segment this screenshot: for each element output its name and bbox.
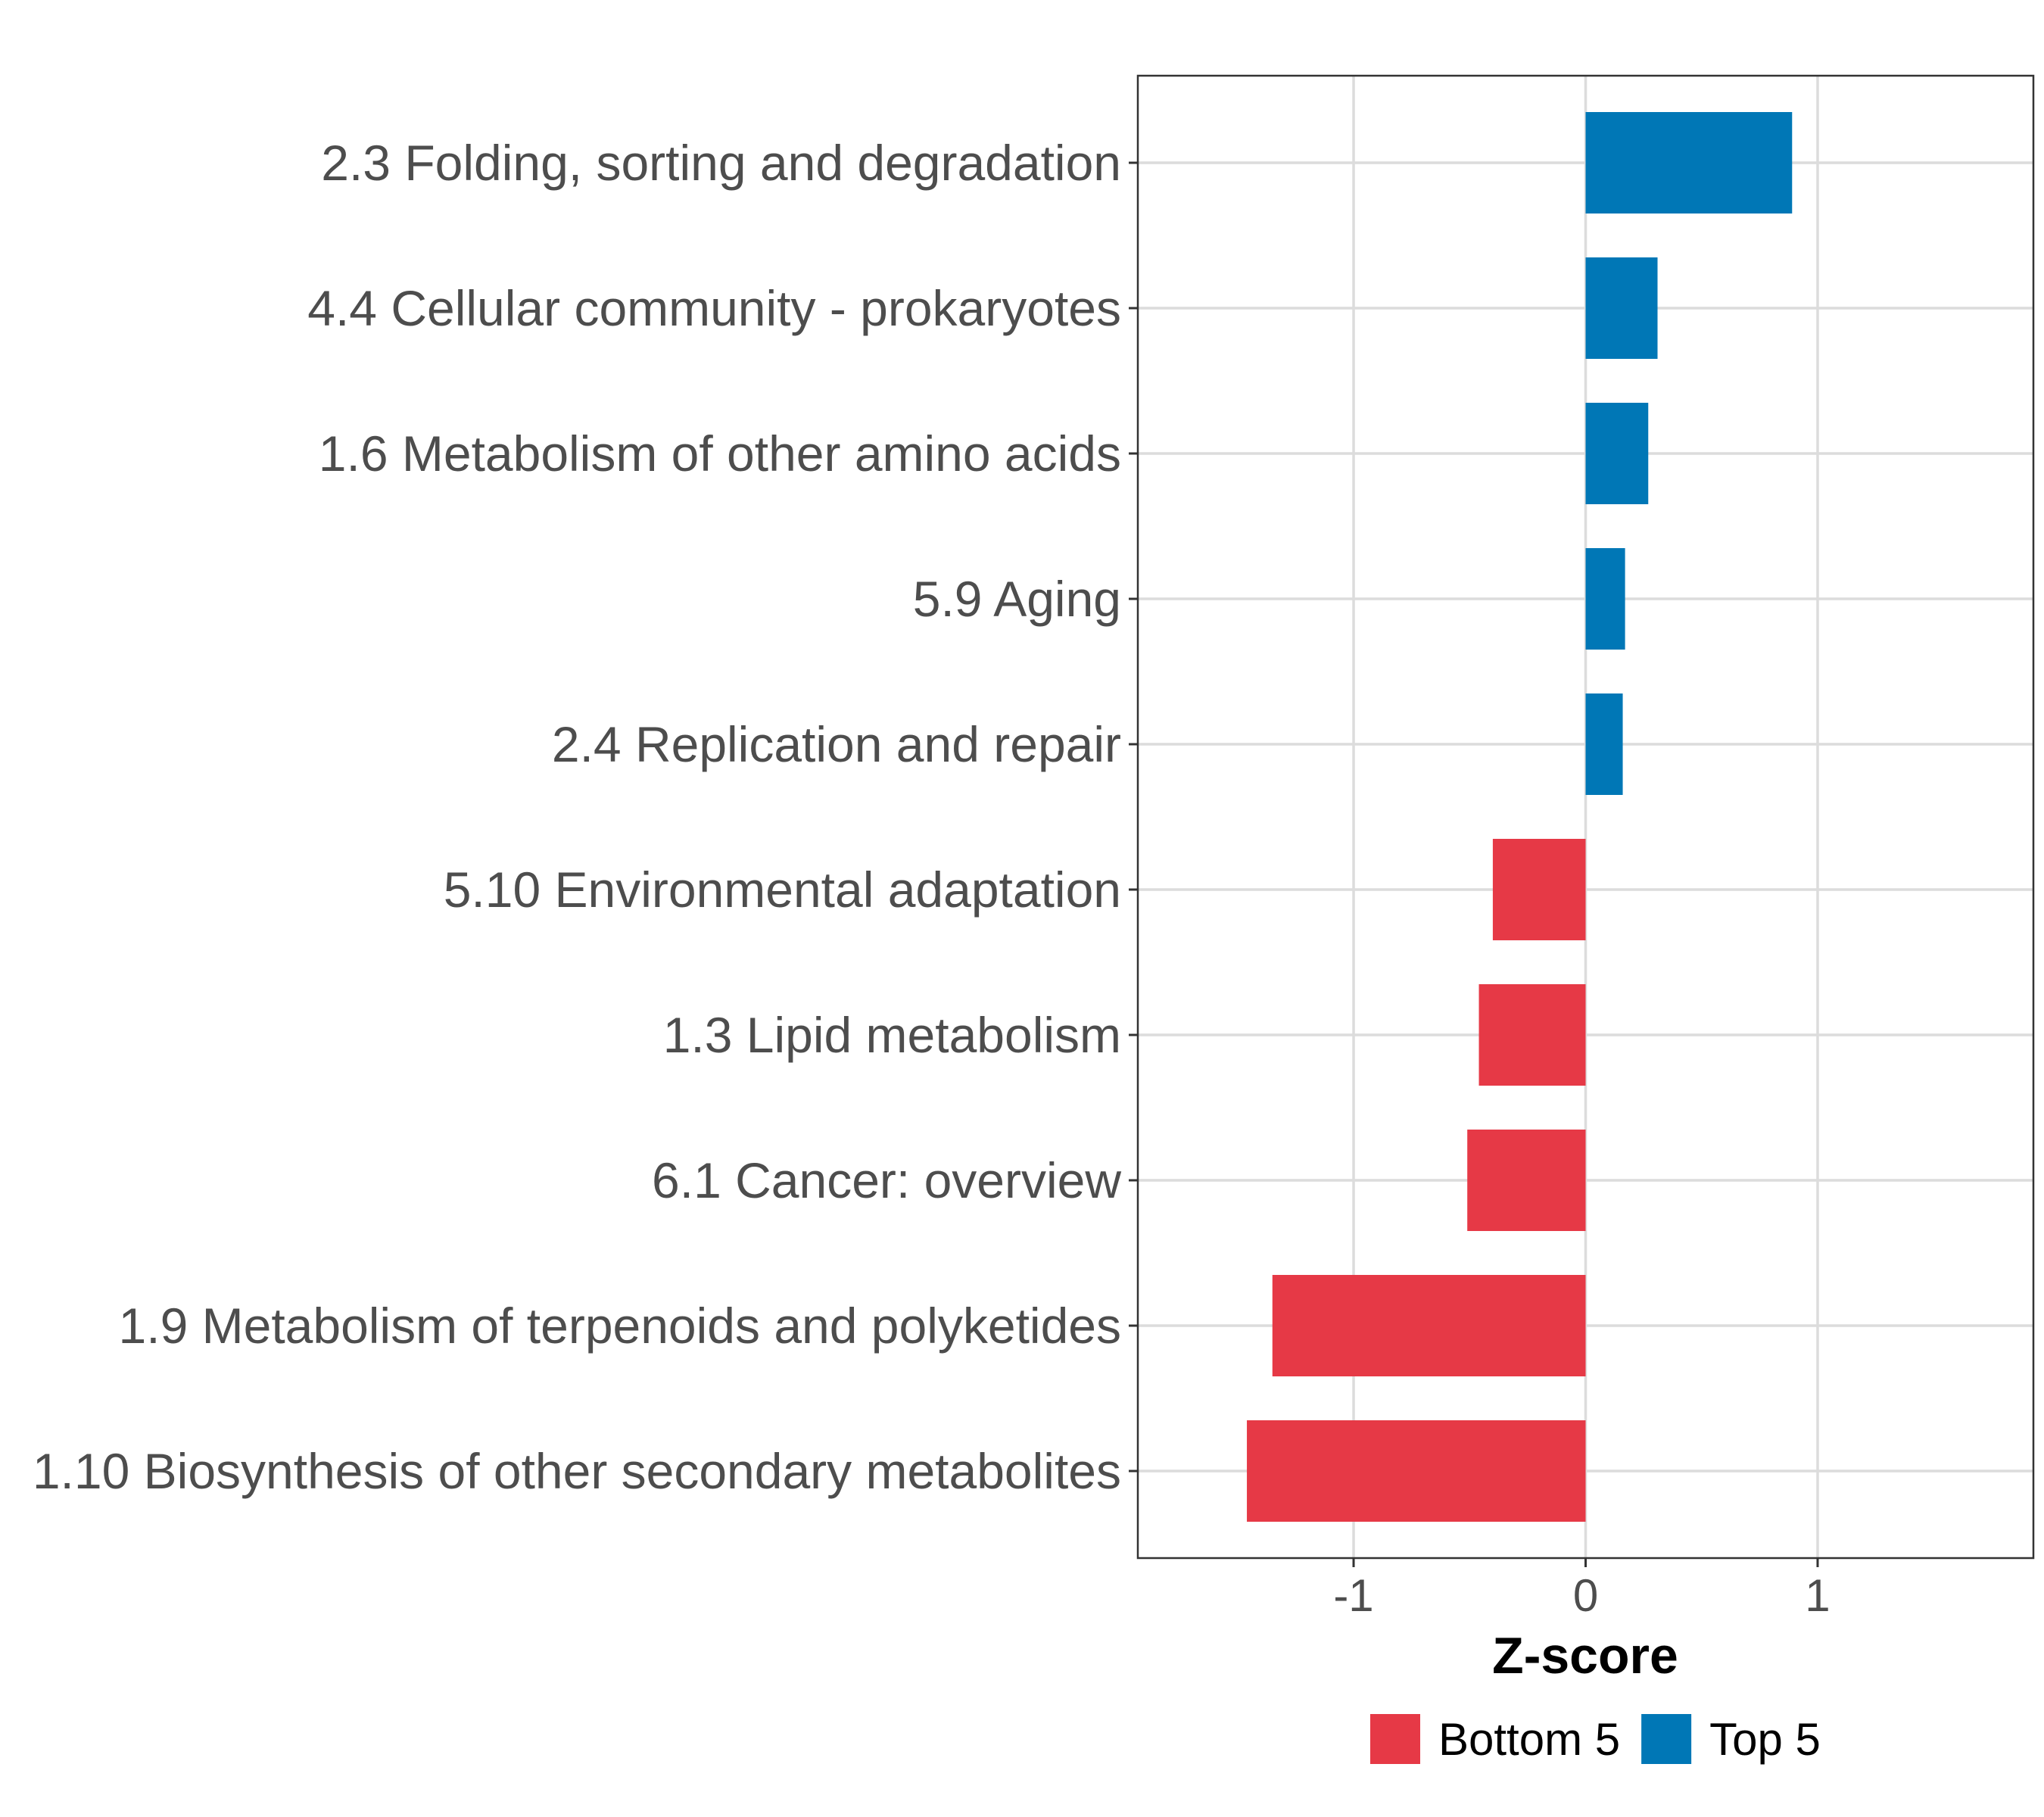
y-tick-label: 1.10 Biosynthesis of other secondary met… (33, 1443, 1121, 1499)
legend-label: Bottom 5 (1438, 1714, 1620, 1765)
x-axis: -1 0 1 (1333, 1558, 1831, 1621)
bars (1247, 112, 1793, 1522)
y-tick-label: 2.4 Replication and repair (552, 716, 1121, 772)
x-axis-title: Z-score (1492, 1627, 1678, 1685)
bar (1585, 112, 1793, 213)
bar (1467, 1130, 1586, 1231)
y-tick-label: 1.3 Lipid metabolism (663, 1007, 1121, 1063)
x-tick-label: 0 (1573, 1570, 1598, 1621)
bar (1585, 257, 1658, 359)
y-tick-label: 5.10 Environmental adaptation (444, 862, 1121, 918)
legend-label: Top 5 (1709, 1714, 1821, 1765)
bar (1247, 1420, 1586, 1522)
y-tick-label: 1.6 Metabolism of other amino acids (319, 425, 1121, 482)
x-tick-label: -1 (1333, 1570, 1373, 1621)
y-tick-label: 1.9 Metabolism of terpenoids and polyket… (119, 1298, 1121, 1354)
bar (1585, 693, 1623, 795)
y-axis: 2.3 Folding, sorting and degradation 4.4 … (33, 135, 1138, 1499)
legend: Bottom 5 Top 5 (1370, 1714, 1821, 1765)
y-tick-label: 5.9 Aging (913, 571, 1121, 627)
legend-key (1370, 1714, 1420, 1764)
y-tick-label: 4.4 Cellular community - prokaryotes (307, 280, 1121, 336)
legend-key (1641, 1714, 1692, 1764)
y-tick-label: 6.1 Cancer: overview (652, 1152, 1121, 1208)
bar (1478, 984, 1586, 1086)
bar (1272, 1275, 1586, 1376)
bar (1492, 839, 1586, 940)
x-tick-label: 1 (1805, 1570, 1830, 1621)
bar (1585, 548, 1625, 650)
bar (1585, 403, 1649, 504)
y-tick-label: 2.3 Folding, sorting and degradation (321, 135, 1121, 191)
